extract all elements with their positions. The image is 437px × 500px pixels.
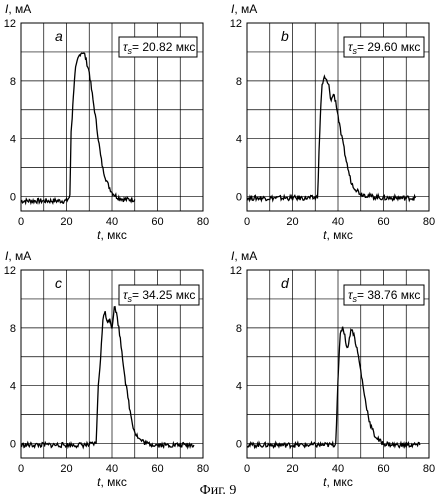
tau-annotation: τs= 38.76 мкс [348, 288, 420, 304]
chart-panel-d: 0 20 40 60 80 0 4 8 12 I, мА t, мкс d τs= 38.76 мкс [230, 249, 435, 489]
y-tick-label: 0 [10, 439, 16, 451]
x-tick-label: 40 [332, 463, 344, 475]
x-axis-label: t, мкс [97, 228, 127, 242]
panel-letter: b [281, 28, 289, 44]
y-axis-label: I, мА [231, 249, 257, 263]
plot-frame [246, 22, 430, 212]
y-tick-label: 8 [10, 76, 16, 88]
x-tick-label: 40 [106, 216, 118, 228]
y-tick-label: 8 [10, 323, 16, 335]
tau-annotation: τs= 20.82 мкс [123, 40, 195, 56]
x-tick-label: 60 [151, 463, 163, 475]
y-tick-label: 0 [10, 192, 16, 204]
x-tick-label: 0 [244, 216, 250, 228]
x-tick-label: 80 [197, 463, 209, 475]
y-tick-label: 4 [10, 134, 16, 146]
y-tick-label: 8 [236, 76, 242, 88]
y-axis-label: I, мА [5, 2, 31, 16]
x-axis-label: t, мкс [97, 475, 127, 489]
y-tick-label: 0 [236, 192, 242, 204]
plot-frame [20, 22, 204, 212]
x-tick-label: 80 [197, 216, 209, 228]
data-series-line [246, 326, 421, 450]
y-tick-label: 12 [4, 265, 16, 277]
y-tick-label: 0 [236, 439, 242, 451]
x-tick-label: 20 [60, 216, 72, 228]
tau-annotation-box [343, 36, 425, 58]
tau-annotation: τs= 29.60 мкс [348, 40, 420, 56]
x-tick-label: 40 [106, 463, 118, 475]
chart-panel-b: 0 20 40 60 80 0 4 8 12 I, мА t, мкс b τs= 29.60 мкс [230, 2, 435, 242]
y-axis-label: I, мА [231, 2, 257, 16]
plot-frame [246, 269, 430, 459]
tau-annotation-box [343, 284, 425, 306]
x-tick-label: 60 [151, 216, 163, 228]
y-tick-label: 4 [236, 134, 242, 146]
tau-annotation-box [118, 36, 198, 58]
x-tick-label: 0 [18, 463, 24, 475]
x-tick-label: 0 [244, 463, 250, 475]
y-tick-label: 12 [230, 18, 242, 30]
chart-panel-c: 0 20 40 60 80 0 4 8 12 I, мА t, мкс c τs= 34.25 мкс [4, 249, 209, 489]
x-axis-label: t, мкс [323, 475, 353, 489]
y-tick-label: 12 [4, 18, 16, 30]
y-axis-label: I, мА [5, 249, 31, 263]
data-series-line [20, 305, 195, 450]
x-tick-label: 60 [377, 216, 389, 228]
data-series-line [20, 52, 136, 206]
x-tick-label: 20 [286, 463, 298, 475]
x-tick-label: 20 [60, 463, 72, 475]
panel-letter: d [281, 275, 290, 291]
x-tick-label: 0 [18, 216, 24, 228]
chart-panel-a: 0 20 40 60 80 0 4 8 12 I, мА t, мкс a τs= 20.82 мкс [4, 2, 209, 242]
y-tick-label: 12 [230, 265, 242, 277]
y-tick-label: 4 [10, 381, 16, 393]
x-tick-label: 40 [332, 216, 344, 228]
tau-annotation-box [118, 284, 200, 306]
x-tick-label: 60 [377, 463, 389, 475]
figure-caption: Фиг. 9 [200, 483, 237, 498]
panel-letter: a [55, 28, 63, 44]
x-tick-label: 80 [423, 463, 435, 475]
y-tick-label: 8 [236, 323, 242, 335]
x-tick-label: 20 [286, 216, 298, 228]
x-axis-label: t, мкс [323, 228, 353, 242]
y-tick-label: 4 [236, 381, 242, 393]
panel-letter: c [55, 275, 62, 291]
plot-frame [20, 269, 204, 459]
tau-annotation: τs= 34.25 мкс [123, 288, 195, 304]
x-tick-label: 80 [423, 216, 435, 228]
data-series-line [246, 74, 417, 203]
